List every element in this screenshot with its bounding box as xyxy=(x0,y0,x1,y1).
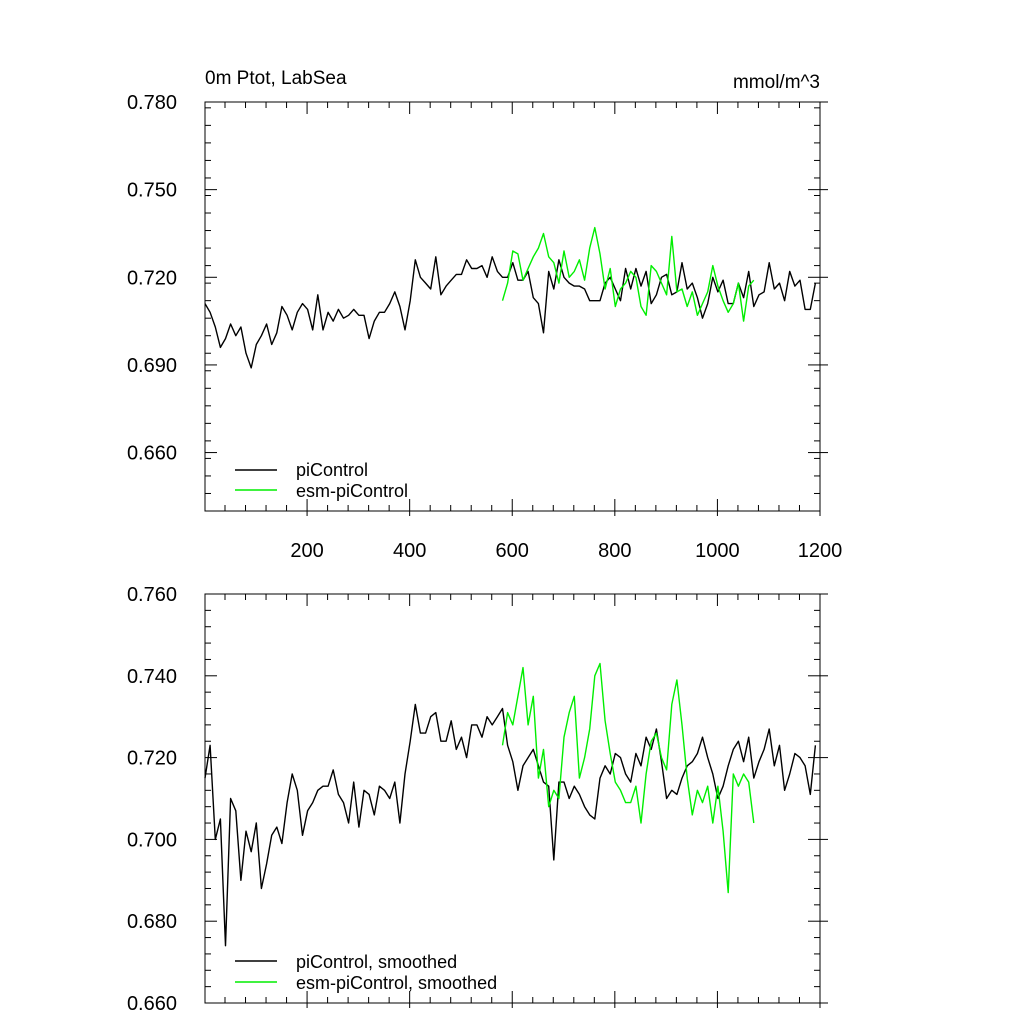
x-tick-label: 200 xyxy=(290,540,323,562)
y-tick-label: 0.720 xyxy=(127,267,177,289)
top-series-group xyxy=(204,226,817,369)
top-legend: piControl esm-piControl xyxy=(235,460,408,501)
series-line-esm-picontrol xyxy=(501,226,755,322)
series-line-esm-picontrol-smoothed xyxy=(501,662,755,894)
series-line-picontrol xyxy=(204,256,817,369)
x-tick-label: 400 xyxy=(393,540,426,562)
bottom-plot-frame xyxy=(204,593,821,1004)
x-tick-label: 600 xyxy=(496,540,529,562)
bottom-legend: piControl, smoothed esm-piControl, smoot… xyxy=(235,952,497,993)
x-tick-label: 1000 xyxy=(695,540,740,562)
y-tick-label: 0.660 xyxy=(127,993,177,1015)
y-tick-label: 0.680 xyxy=(127,911,177,933)
top-panel-units: mmol/m^3 xyxy=(733,72,820,93)
legend-label-esm-picontrol-smoothed: esm-piControl, smoothed xyxy=(296,973,497,993)
legend-label-picontrol-smoothed: piControl, smoothed xyxy=(296,952,457,972)
x-tick-label: 1200 xyxy=(798,540,843,562)
bottom-panel: 0.660 0.680 0.700 0.720 0.740 0.760 piControl… xyxy=(127,584,828,1015)
y-tick-label: 0.780 xyxy=(127,92,177,114)
bottom-series-group xyxy=(204,662,817,947)
top-panel: 0m Ptot, LabSea mmol/m^3 200 400 600 800 100… xyxy=(127,68,842,562)
legend-label-picontrol: piControl xyxy=(296,460,368,480)
x-tick-label: 800 xyxy=(598,540,631,562)
y-tick-label: 0.750 xyxy=(127,180,177,202)
y-tick-label: 0.700 xyxy=(127,829,177,851)
series-line-picontrol-smoothed xyxy=(204,703,817,947)
y-tick-label: 0.760 xyxy=(127,584,177,606)
y-tick-label: 0.740 xyxy=(127,666,177,688)
top-panel-title: 0m Ptot, LabSea xyxy=(205,68,347,89)
top-axis-ticks: 200 400 600 800 1000 1200 0.660 0.690 0.720 0.750… xyxy=(127,92,842,562)
bottom-axis-ticks: 0.660 0.680 0.700 0.720 0.740 0.760 xyxy=(127,584,828,1015)
top-plot-frame xyxy=(204,101,821,512)
y-tick-label: 0.720 xyxy=(127,748,177,770)
y-tick-label: 0.690 xyxy=(127,355,177,377)
y-tick-label: 0.660 xyxy=(127,443,177,465)
legend-label-esm-picontrol: esm-piControl xyxy=(296,481,408,501)
